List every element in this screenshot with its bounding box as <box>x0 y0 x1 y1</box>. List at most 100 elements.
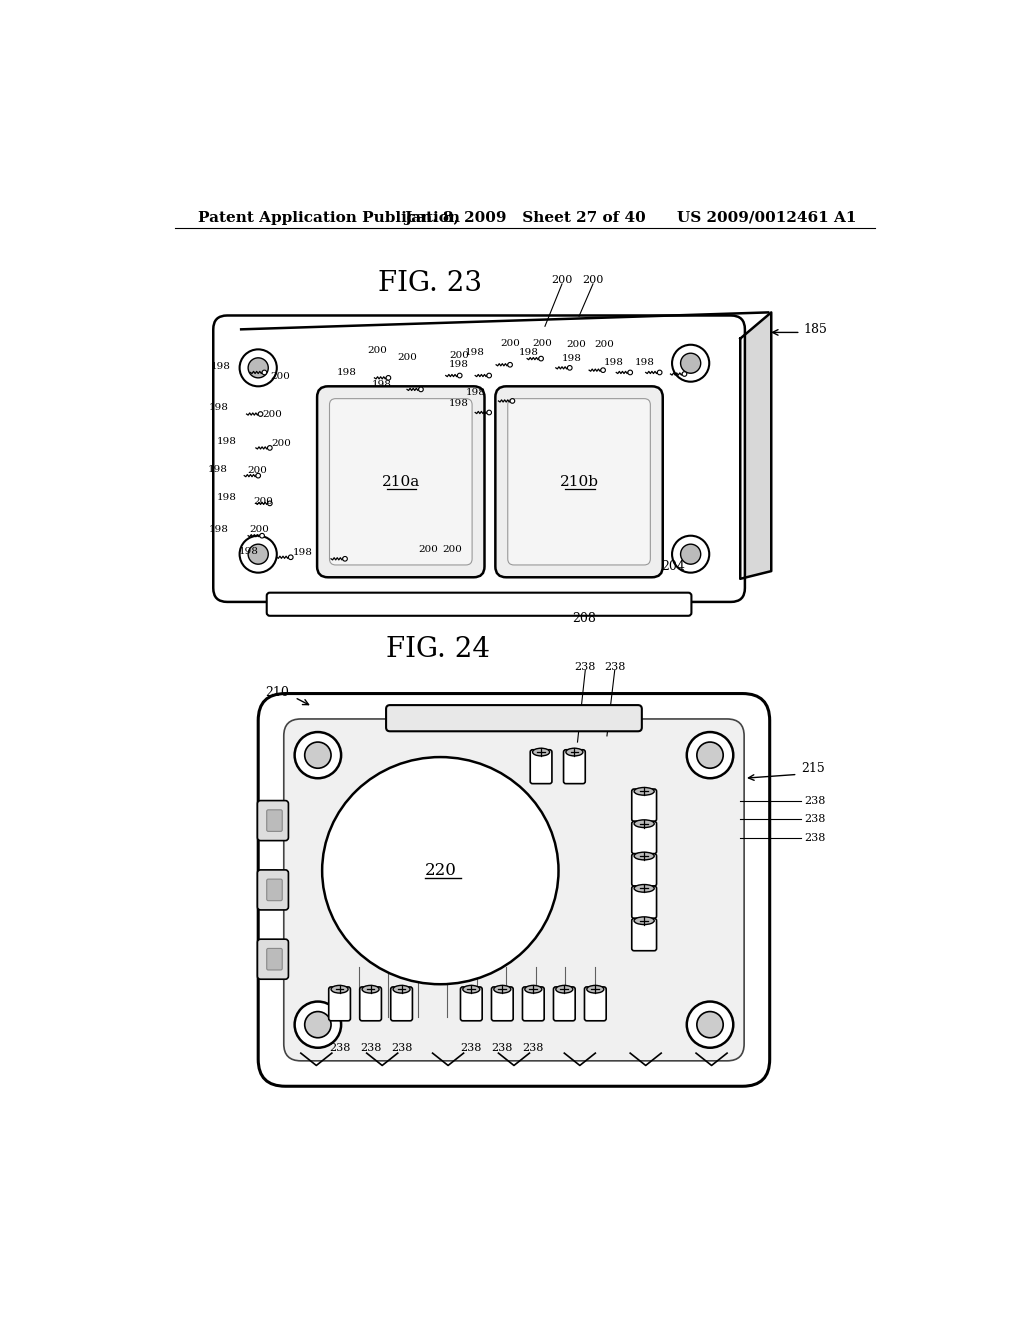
Circle shape <box>267 502 272 506</box>
Circle shape <box>258 412 263 416</box>
Circle shape <box>697 742 723 768</box>
Text: 198: 198 <box>209 404 228 412</box>
Text: 198: 198 <box>466 388 486 397</box>
FancyBboxPatch shape <box>632 789 656 821</box>
Text: 208: 208 <box>571 612 596 626</box>
FancyBboxPatch shape <box>258 693 770 1086</box>
Text: 198: 198 <box>217 492 237 502</box>
Circle shape <box>682 372 687 376</box>
Ellipse shape <box>587 985 604 993</box>
Text: 238: 238 <box>329 1043 350 1053</box>
Text: Patent Application Publication: Patent Application Publication <box>198 211 460 224</box>
Text: 198: 198 <box>293 548 312 557</box>
Text: 238: 238 <box>804 833 825 842</box>
Ellipse shape <box>556 985 572 993</box>
FancyBboxPatch shape <box>508 399 650 565</box>
Text: 198: 198 <box>635 358 655 367</box>
Text: 198: 198 <box>207 465 227 474</box>
FancyBboxPatch shape <box>266 948 283 970</box>
Text: 200: 200 <box>442 545 462 554</box>
FancyBboxPatch shape <box>284 719 744 1061</box>
Circle shape <box>672 536 710 573</box>
Circle shape <box>567 366 572 370</box>
Text: 200: 200 <box>419 545 438 554</box>
FancyBboxPatch shape <box>461 987 482 1020</box>
Text: 198: 198 <box>372 380 391 388</box>
Text: 210: 210 <box>265 686 289 700</box>
Circle shape <box>260 533 264 539</box>
Ellipse shape <box>331 985 348 993</box>
Text: 238: 238 <box>359 1043 381 1053</box>
Circle shape <box>539 356 544 360</box>
FancyBboxPatch shape <box>359 987 381 1020</box>
Text: 238: 238 <box>804 796 825 807</box>
Text: Jan. 8, 2009   Sheet 27 of 40: Jan. 8, 2009 Sheet 27 of 40 <box>403 211 646 224</box>
Text: 200: 200 <box>594 341 613 350</box>
Ellipse shape <box>525 985 542 993</box>
Text: 198: 198 <box>604 358 624 367</box>
FancyBboxPatch shape <box>266 810 283 832</box>
Circle shape <box>419 387 423 392</box>
FancyBboxPatch shape <box>266 879 283 900</box>
Circle shape <box>687 733 733 779</box>
Circle shape <box>681 544 700 564</box>
Circle shape <box>240 350 276 387</box>
Circle shape <box>657 370 662 375</box>
Text: 198: 198 <box>239 546 258 556</box>
FancyBboxPatch shape <box>257 800 289 841</box>
Text: 200: 200 <box>248 466 267 475</box>
FancyBboxPatch shape <box>522 987 544 1020</box>
Ellipse shape <box>393 985 410 993</box>
Text: 200: 200 <box>262 409 282 418</box>
Circle shape <box>458 374 462 378</box>
Ellipse shape <box>634 820 654 828</box>
Text: 200: 200 <box>500 339 520 347</box>
Circle shape <box>672 345 710 381</box>
Text: 198: 198 <box>562 354 583 363</box>
Ellipse shape <box>362 985 379 993</box>
FancyBboxPatch shape <box>213 315 744 602</box>
FancyBboxPatch shape <box>632 886 656 919</box>
Ellipse shape <box>634 788 654 795</box>
Circle shape <box>697 1011 723 1038</box>
Text: 185: 185 <box>804 323 827 335</box>
Text: 200: 200 <box>271 438 292 447</box>
Text: 200: 200 <box>368 346 387 355</box>
Text: 198: 198 <box>450 360 469 370</box>
Text: US 2009/0012461 A1: US 2009/0012461 A1 <box>677 211 856 224</box>
Circle shape <box>681 354 700 374</box>
Text: 200: 200 <box>254 496 273 506</box>
FancyBboxPatch shape <box>530 750 552 784</box>
Text: 238: 238 <box>804 814 825 824</box>
Circle shape <box>628 370 633 375</box>
Ellipse shape <box>532 748 550 756</box>
FancyBboxPatch shape <box>329 987 350 1020</box>
Text: FIG. 24: FIG. 24 <box>386 636 490 663</box>
Circle shape <box>248 358 268 378</box>
Circle shape <box>486 411 492 414</box>
Text: 238: 238 <box>492 1043 513 1053</box>
Circle shape <box>240 536 276 573</box>
FancyBboxPatch shape <box>632 821 656 854</box>
Circle shape <box>295 733 341 779</box>
Text: 200: 200 <box>566 341 586 350</box>
Text: 198: 198 <box>217 437 237 446</box>
Text: 200: 200 <box>583 275 604 285</box>
Text: 198: 198 <box>209 525 228 535</box>
Ellipse shape <box>494 985 511 993</box>
Circle shape <box>510 399 515 404</box>
Ellipse shape <box>634 853 654 859</box>
Text: 200: 200 <box>397 352 417 362</box>
Ellipse shape <box>634 917 654 924</box>
Text: 200: 200 <box>270 372 290 380</box>
Text: 200: 200 <box>450 351 470 360</box>
FancyBboxPatch shape <box>257 870 289 909</box>
Circle shape <box>305 742 331 768</box>
Text: 238: 238 <box>391 1043 413 1053</box>
Text: 215: 215 <box>801 762 824 775</box>
FancyBboxPatch shape <box>386 705 642 731</box>
FancyBboxPatch shape <box>257 940 289 979</box>
Ellipse shape <box>634 884 654 892</box>
Circle shape <box>248 544 268 564</box>
Circle shape <box>256 474 260 478</box>
